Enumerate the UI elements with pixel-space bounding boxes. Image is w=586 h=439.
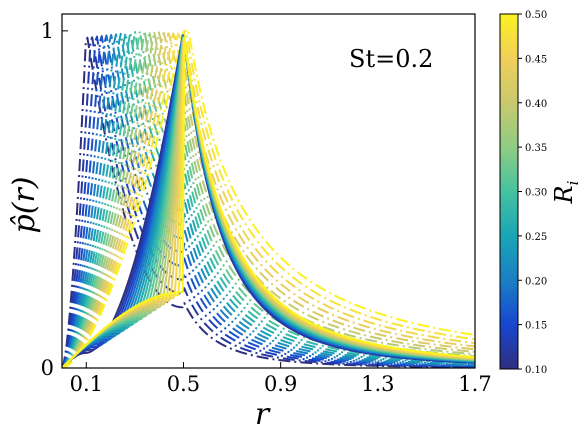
colorbar-tick-label: 0.25 <box>525 232 547 243</box>
y-tick-label: 0 <box>41 356 54 380</box>
x-tick-label: 0.1 <box>70 372 103 396</box>
colorbar-label-main: R <box>550 185 578 204</box>
dash-dot-series-R0.46 <box>62 32 475 368</box>
colorbar-ticks: 0.10 0.15 0.20 0.25 0.30 0.35 0.40 0.45 0.50 <box>518 10 547 376</box>
colorbar-tick-label: 0.45 <box>525 54 547 65</box>
colorbar-label-sub: i <box>564 180 582 185</box>
colorbar-tick-label: 0.40 <box>525 99 547 110</box>
dash-dot-series-R0.40 <box>62 31 475 368</box>
x-tick-label: 0.9 <box>264 372 297 396</box>
colorbar-tick-label: 0.50 <box>525 10 547 21</box>
dash-dot-series-R0.28 <box>62 31 475 368</box>
colorbar <box>499 13 519 370</box>
colorbar-tick-label: 0.30 <box>525 188 547 199</box>
dash-dot-series-R0.42 <box>62 31 475 368</box>
x-tick-label: 1.3 <box>361 372 394 396</box>
plot-frame <box>61 13 476 369</box>
y-axis-label: p̂(r) <box>7 177 42 234</box>
solid-series-R0.50 <box>62 36 475 368</box>
x-axis-label: r <box>255 397 271 432</box>
colorbar-tick-label: 0.15 <box>525 321 547 332</box>
x-axis-ticks: 0.1 0.5 0.9 1.3 1.7 <box>70 362 492 396</box>
annotation-st: St=0.2 <box>349 45 433 73</box>
colorbar-tick-label: 0.10 <box>525 365 547 376</box>
series-layer <box>62 29 475 368</box>
x-tick-label: 1.7 <box>458 372 491 396</box>
dash-dot-series-R0.10 <box>62 36 475 368</box>
colorbar-tick-label: 0.35 <box>525 143 547 154</box>
x-tick-label: 0.5 <box>167 372 200 396</box>
dash-dot-series-R0.44 <box>62 32 475 368</box>
colorbar-label: Ri <box>550 180 582 204</box>
dash-dot-series-R0.12 <box>62 36 475 368</box>
dash-dot-series-R0.50 <box>62 29 475 368</box>
y-tick-label: 1 <box>41 19 54 43</box>
colorbar-tick-label: 0.20 <box>525 276 547 287</box>
y-axis-ticks: 01 <box>41 19 68 380</box>
dash-dot-series-R0.48 <box>62 29 475 368</box>
